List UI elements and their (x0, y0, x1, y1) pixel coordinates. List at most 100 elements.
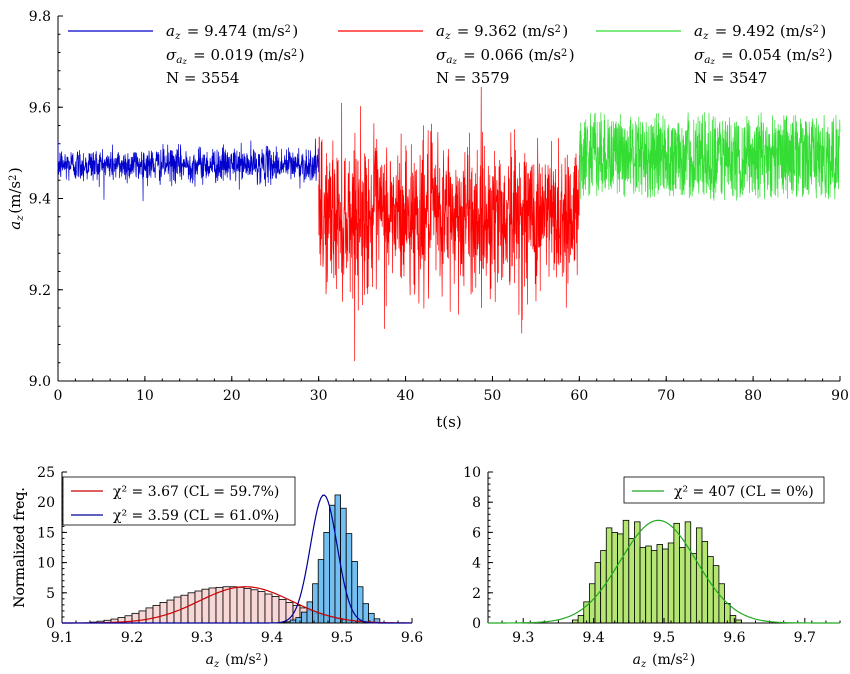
histogram-bar (328, 504, 336, 624)
histogram-bar (707, 556, 714, 624)
legend-mean-2: az = 9.362 (m/s2 ) (436, 22, 568, 42)
x-tick-label: 60 (570, 388, 588, 404)
histogram-bar (166, 599, 175, 624)
series-line-2 (318, 86, 580, 362)
legend-label-1: χ² = 407 (CL = 0%) (674, 484, 814, 500)
legend-label-1: χ² = 3.67 (CL = 59.7%) (113, 484, 279, 500)
legend-n-3: N = 3547 (694, 69, 767, 87)
y-tick-label: 5 (46, 586, 55, 602)
y-tick-label: 4 (472, 556, 481, 572)
x-tick-label: 20 (223, 388, 241, 404)
histogram-bar (362, 603, 369, 624)
histogram-bar (187, 592, 196, 624)
histogram-bar (611, 532, 618, 624)
histogram-right: 9.3 9.4 9.5 9.6 9.7 0 2 4 6 8 10 χ² = 407 (CL = 0%)… (12, 465, 841, 670)
series-line-1 (57, 138, 320, 202)
y-tick-label: 25 (37, 465, 55, 481)
histogram-bar (628, 538, 635, 624)
y-tick-label: 9.6 (29, 100, 51, 116)
histogram-left: 9.1 9.2 9.3 9.4 9.5 9.6 0 5 10 15 20 25 χ² = 3.67 (C… (12, 465, 423, 670)
y-tick-label: 8 (472, 495, 481, 511)
fit-curve-2 (62, 494, 412, 624)
histogram-bar (229, 586, 238, 624)
histogram-bar (306, 601, 313, 624)
y-axis-label: az (m/s2 ) (6, 167, 26, 229)
histogram-bar (257, 591, 266, 624)
histogram-bar (201, 588, 210, 624)
histogram-bar (345, 533, 353, 624)
histogram-bar (695, 527, 703, 624)
histogram-bar (295, 617, 302, 624)
legend-sigma-1: σaz = 0.019 (m/s2 ) (166, 46, 305, 66)
histogram-bar (594, 562, 602, 624)
histogram-bar (278, 599, 287, 624)
histogram-bar (145, 607, 154, 624)
legend-sigma-2: σaz = 0.066 (m/s2 ) (436, 46, 575, 66)
x-axis-label: t(s) (436, 413, 461, 431)
y-tick-label: 10 (463, 465, 481, 481)
x-tick-label: 70 (657, 388, 675, 404)
legend-box (62, 476, 296, 526)
histogram-bar (271, 596, 280, 624)
y-tick-label: 9.8 (29, 9, 51, 25)
histogram-bar (264, 593, 273, 624)
x-tick-label: 9.2 (121, 630, 143, 646)
y-tick-label: 10 (37, 556, 55, 572)
histogram-bar (729, 615, 737, 624)
legend-sigma-3: σaz = 0.054 (m/s2 ) (694, 46, 833, 66)
y-tick-label: 9.0 (29, 374, 51, 390)
histogram-bar (356, 586, 364, 624)
y-tick-label: 0 (472, 616, 481, 632)
y-tick-label: 15 (37, 525, 55, 541)
histogram-bar (650, 550, 658, 624)
histogram-bar (617, 533, 624, 624)
x-tick-label: 9.1 (51, 630, 73, 646)
histogram-bar (323, 532, 330, 624)
x-tick-label: 50 (484, 388, 502, 404)
y-tick-label: 2 (472, 586, 481, 602)
legend-mean-3: az = 9.492 (m/s2 ) (694, 22, 826, 42)
x-tick-label: 9.4 (582, 630, 604, 646)
time-series-chart: 0 10 20 30 40 50 60 70 80 90 9.0 9.2 9.4 9.6 9.8 t(s) az… (6, 9, 849, 431)
x-tick-label: 9.5 (653, 630, 675, 646)
y-axis-label: Normalized freq. (12, 487, 28, 608)
histogram-bar (718, 583, 725, 624)
histogram-bar (701, 541, 709, 624)
histogram-bar (639, 547, 647, 624)
histogram-bar (312, 583, 319, 624)
x-tick-label: 90 (831, 388, 849, 404)
legend-label-2: χ² = 3.59 (CL = 61.0%) (113, 508, 279, 524)
legend-box (623, 476, 825, 504)
x-axis-label: az (m/s2 ) (633, 652, 696, 670)
histogram-bar (679, 547, 686, 624)
x-tick-label: 9.7 (794, 630, 816, 646)
histogram-bar (690, 553, 697, 624)
y-tick-label: 6 (472, 525, 481, 541)
histogram-bar (194, 590, 203, 624)
histogram-bar (138, 610, 147, 624)
x-tick-label: 9.6 (401, 630, 423, 646)
histogram-bar (622, 519, 630, 624)
x-tick-label: 9.3 (512, 630, 534, 646)
histogram-bar (222, 586, 231, 624)
histogram-bar (673, 522, 680, 624)
x-tick-label: 10 (136, 388, 154, 404)
x-tick-label: 9.4 (261, 630, 283, 646)
x-tick-label: 80 (744, 388, 762, 404)
histogram-bar (577, 615, 585, 624)
histogram-bar (243, 588, 252, 624)
y-tick-label: 9.4 (29, 192, 51, 208)
histogram-bar (667, 542, 675, 624)
x-tick-label: 9.5 (331, 630, 353, 646)
legend-mean-1: az = 9.474 (m/s2 ) (166, 22, 298, 42)
histogram-bar (656, 544, 663, 624)
histogram-bar (340, 507, 347, 624)
histogram-bar (236, 586, 245, 624)
legend-n-1: N = 3554 (166, 69, 239, 87)
x-tick-label: 40 (397, 388, 415, 404)
x-tick-label: 30 (310, 388, 328, 404)
x-axis-label: az (m/s2 ) (206, 652, 269, 670)
fit-curve-1 (61, 586, 413, 624)
histogram-bar (159, 602, 168, 624)
